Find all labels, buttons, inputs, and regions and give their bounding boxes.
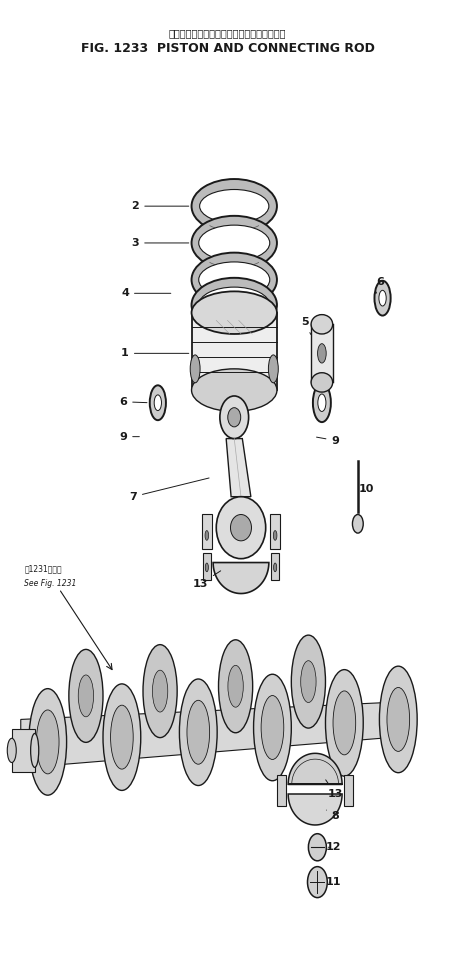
Ellipse shape: [333, 691, 356, 755]
Ellipse shape: [192, 369, 277, 411]
Text: 7: 7: [129, 478, 209, 502]
Ellipse shape: [273, 531, 277, 541]
Polygon shape: [202, 514, 212, 549]
Ellipse shape: [192, 216, 277, 270]
Ellipse shape: [7, 738, 16, 763]
Ellipse shape: [192, 179, 277, 233]
Ellipse shape: [192, 252, 277, 307]
Ellipse shape: [190, 355, 200, 383]
Ellipse shape: [228, 665, 243, 707]
Polygon shape: [12, 730, 35, 771]
Text: 9: 9: [119, 431, 139, 441]
Ellipse shape: [291, 635, 325, 729]
Ellipse shape: [30, 733, 39, 768]
Text: 図1231図参照: 図1231図参照: [25, 565, 62, 574]
Text: 13: 13: [326, 780, 343, 799]
Ellipse shape: [228, 408, 241, 427]
Polygon shape: [288, 753, 342, 784]
Ellipse shape: [199, 225, 270, 261]
Text: 12: 12: [325, 843, 341, 852]
Text: 9: 9: [317, 435, 339, 445]
Polygon shape: [192, 313, 277, 391]
Ellipse shape: [78, 675, 94, 717]
Ellipse shape: [152, 670, 168, 712]
Text: 8: 8: [326, 810, 339, 821]
Ellipse shape: [379, 290, 386, 306]
Text: 13: 13: [193, 571, 221, 589]
Ellipse shape: [187, 700, 210, 765]
Ellipse shape: [273, 563, 277, 572]
Ellipse shape: [179, 679, 217, 785]
Ellipse shape: [103, 684, 141, 791]
Polygon shape: [270, 514, 280, 549]
Ellipse shape: [318, 394, 326, 411]
Ellipse shape: [308, 834, 326, 861]
Ellipse shape: [154, 394, 162, 411]
Ellipse shape: [253, 674, 291, 781]
Ellipse shape: [318, 344, 326, 363]
Polygon shape: [344, 774, 354, 805]
Ellipse shape: [220, 396, 248, 438]
Ellipse shape: [69, 650, 103, 742]
Ellipse shape: [29, 689, 66, 795]
Ellipse shape: [308, 867, 327, 898]
Polygon shape: [203, 553, 211, 580]
Text: 11: 11: [325, 878, 341, 887]
Ellipse shape: [192, 278, 277, 332]
Polygon shape: [311, 324, 333, 383]
Text: 4: 4: [121, 288, 171, 298]
Ellipse shape: [261, 695, 284, 760]
Ellipse shape: [301, 660, 316, 702]
Ellipse shape: [143, 645, 177, 737]
Ellipse shape: [311, 315, 333, 334]
Ellipse shape: [325, 669, 363, 776]
Ellipse shape: [199, 262, 270, 298]
Text: ビストン・および　コネクティング　ロッド: ビストン・および コネクティング ロッド: [169, 28, 286, 38]
Ellipse shape: [192, 291, 277, 334]
Polygon shape: [213, 563, 269, 593]
Text: 2: 2: [131, 202, 189, 211]
Polygon shape: [271, 553, 279, 580]
Ellipse shape: [313, 384, 331, 422]
Ellipse shape: [150, 386, 166, 420]
Ellipse shape: [268, 355, 278, 383]
Text: 1: 1: [121, 349, 189, 358]
Ellipse shape: [387, 688, 410, 751]
Ellipse shape: [216, 497, 266, 559]
Text: FIG. 1233  PISTON AND CONNECTING ROD: FIG. 1233 PISTON AND CONNECTING ROD: [81, 42, 374, 55]
Text: 5: 5: [301, 318, 311, 334]
Polygon shape: [277, 774, 286, 805]
Text: 6: 6: [376, 277, 384, 293]
Ellipse shape: [36, 710, 59, 774]
Polygon shape: [21, 702, 398, 768]
Ellipse shape: [374, 281, 391, 316]
Text: See Fig. 1231: See Fig. 1231: [25, 580, 77, 588]
Ellipse shape: [111, 705, 133, 769]
Text: 6: 6: [119, 396, 147, 407]
Text: 3: 3: [131, 238, 189, 248]
Ellipse shape: [199, 287, 270, 322]
Ellipse shape: [231, 514, 252, 541]
Polygon shape: [288, 794, 342, 825]
Ellipse shape: [205, 563, 208, 572]
Ellipse shape: [205, 531, 209, 541]
Ellipse shape: [353, 514, 363, 533]
Ellipse shape: [200, 190, 269, 223]
Polygon shape: [226, 438, 251, 497]
Ellipse shape: [379, 666, 417, 772]
Ellipse shape: [311, 373, 333, 393]
Ellipse shape: [218, 640, 253, 732]
Text: 10: 10: [359, 484, 374, 494]
